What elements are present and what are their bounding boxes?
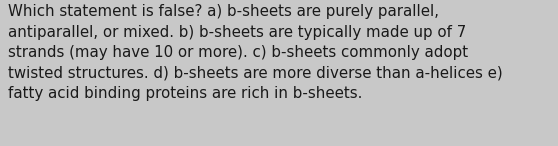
Text: Which statement is false? a) b-sheets are purely parallel,
antiparallel, or mixe: Which statement is false? a) b-sheets ar… <box>8 4 503 101</box>
